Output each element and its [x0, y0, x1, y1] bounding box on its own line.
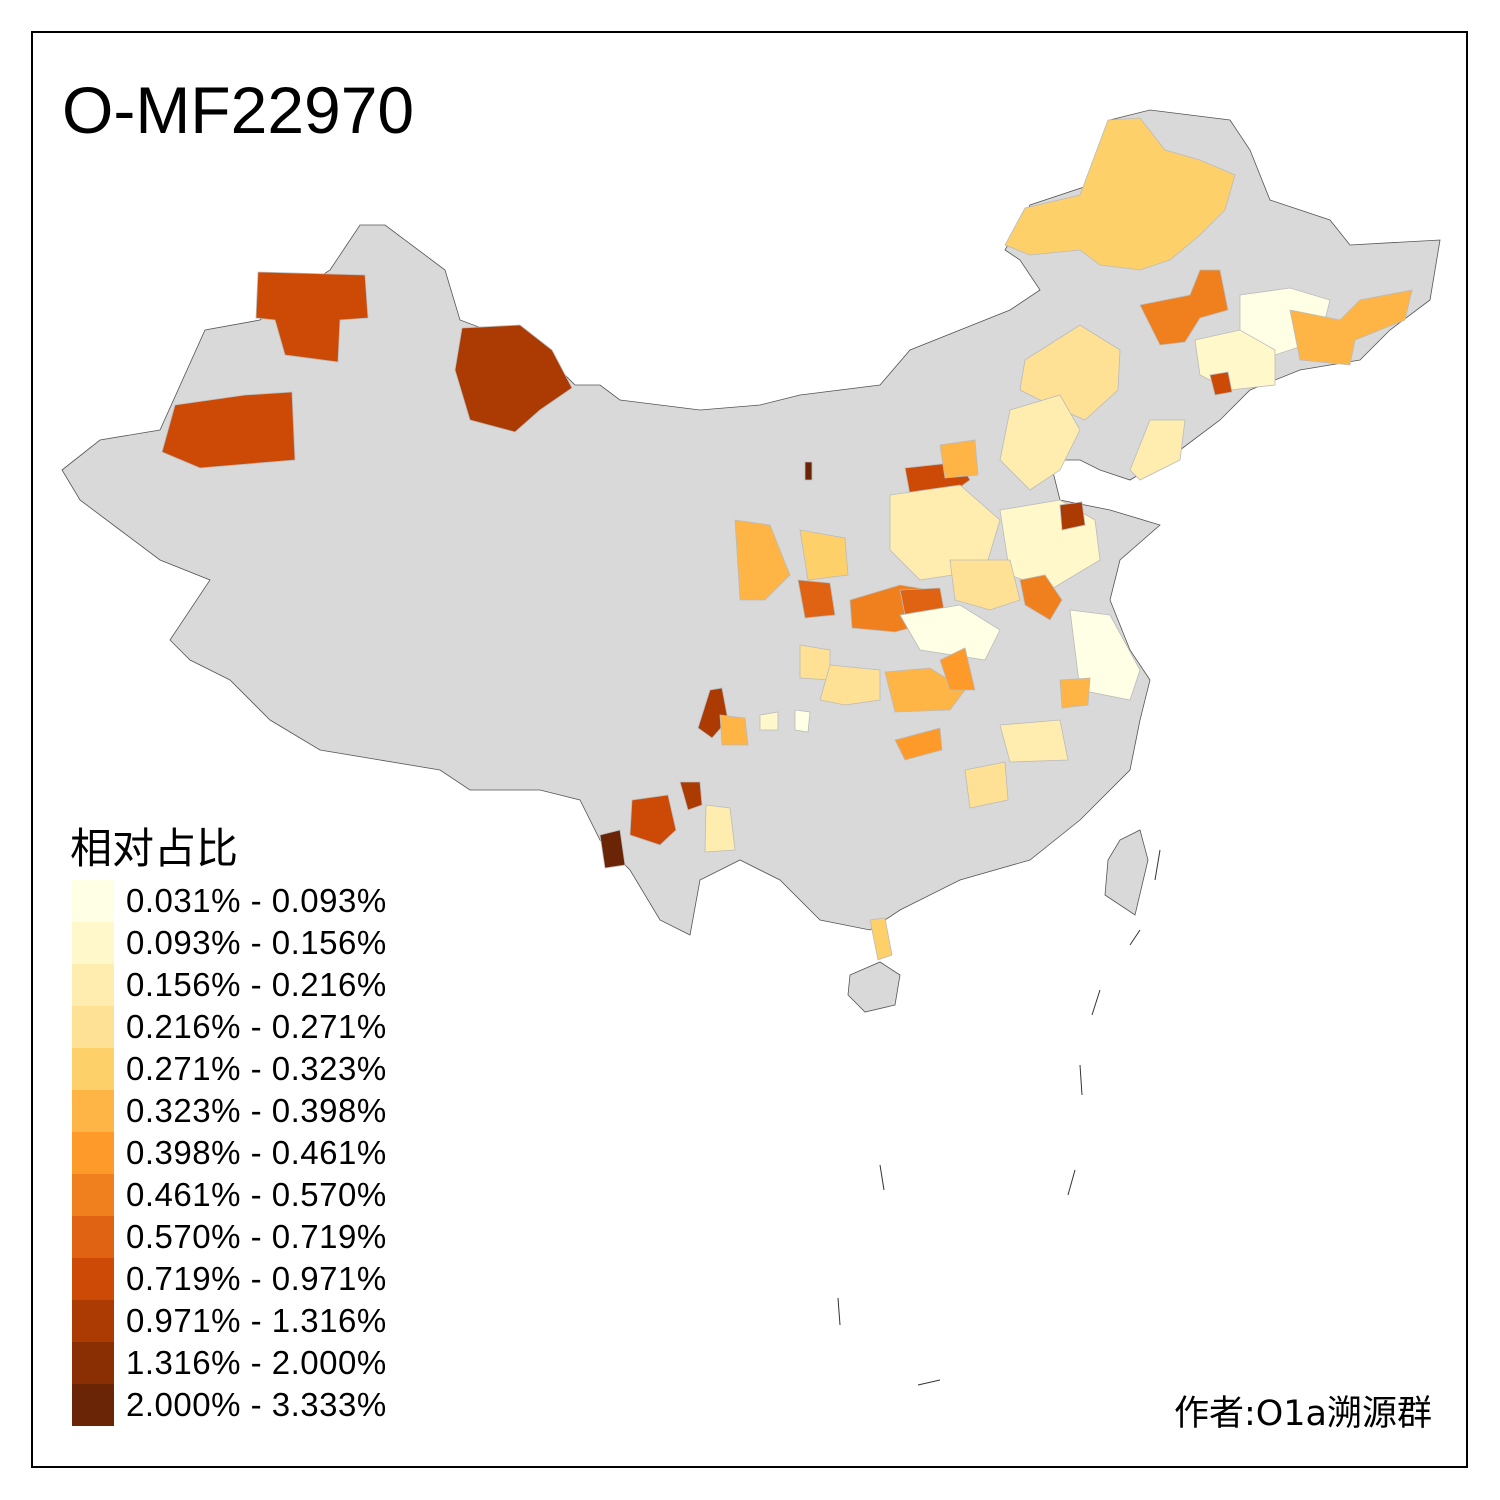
legend-label: 0.398% - 0.461%	[126, 1134, 387, 1171]
region-3	[949, 559, 1021, 611]
sea-boundary-line	[917, 1379, 941, 1386]
legend-label: 0.461% - 0.570%	[126, 1176, 387, 1213]
region-1	[759, 711, 779, 731]
region-9	[629, 794, 677, 846]
legend-item: 0.971% - 1.316%	[72, 1300, 387, 1342]
legend-item: 0.216% - 0.271%	[72, 1006, 387, 1048]
region-5	[884, 667, 966, 713]
sea-boundary-line	[879, 1164, 885, 1191]
region-5	[719, 714, 749, 746]
legend: 0.031% - 0.093% 0.093% - 0.156% 0.156% - 0…	[72, 880, 387, 1426]
legend-swatch	[72, 964, 114, 1006]
legend-item: 0.271% - 0.323%	[72, 1048, 387, 1090]
legend-swatch	[72, 1384, 114, 1426]
region-5	[1059, 677, 1091, 709]
region-0	[794, 709, 811, 733]
region-6	[894, 727, 943, 761]
region-3	[819, 664, 881, 706]
region-0	[899, 604, 1001, 661]
legend-swatch	[72, 922, 114, 964]
legend-label: 0.093% - 0.156%	[126, 924, 387, 961]
region-10	[1059, 501, 1086, 531]
legend-swatch	[72, 1006, 114, 1048]
region-7	[1019, 574, 1063, 621]
legend-label: 0.570% - 0.719%	[126, 1218, 387, 1255]
legend-swatch	[72, 880, 114, 922]
region-7	[1139, 269, 1229, 346]
sea-boundary-line	[1091, 989, 1101, 1016]
sea-boundary-line	[1154, 849, 1161, 881]
legend-swatch	[72, 1258, 114, 1300]
legend-swatch	[72, 1090, 114, 1132]
sea-boundary-line	[1079, 1064, 1083, 1096]
legend-label: 0.031% - 0.093%	[126, 882, 387, 919]
legend-item: 1.316% - 2.000%	[72, 1342, 387, 1384]
region-5	[939, 439, 979, 479]
legend-item: 0.570% - 0.719%	[72, 1216, 387, 1258]
legend-label: 0.719% - 0.971%	[126, 1260, 387, 1297]
region-9	[1209, 371, 1233, 396]
legend-swatch	[72, 1174, 114, 1216]
region-9	[161, 391, 296, 469]
region-3	[964, 761, 1009, 809]
legend-item: 0.031% - 0.093%	[72, 880, 387, 922]
legend-item: 0.461% - 0.570%	[72, 1174, 387, 1216]
region-0	[1069, 609, 1141, 701]
legend-label: 0.216% - 0.271%	[126, 1008, 387, 1045]
legend-item: 0.156% - 0.216%	[72, 964, 387, 1006]
region-3	[799, 644, 831, 681]
legend-label: 0.271% - 0.323%	[126, 1050, 387, 1087]
region-10	[679, 781, 703, 811]
legend-swatch	[72, 1342, 114, 1384]
map-frame	[31, 31, 1468, 1468]
legend-swatch	[72, 1048, 114, 1090]
region-2	[999, 719, 1069, 763]
region-6	[939, 647, 976, 691]
sea-boundary-line	[1067, 1169, 1076, 1196]
region-12	[804, 461, 813, 481]
region-4	[799, 529, 849, 581]
region-2	[999, 394, 1081, 491]
taiwan-island	[1104, 829, 1149, 916]
region-12	[599, 829, 626, 869]
legend-label: 2.000% - 3.333%	[126, 1386, 387, 1423]
author-credit: 作者:O1a溯源群	[1173, 1394, 1432, 1434]
region-4	[1004, 117, 1236, 271]
legend-item: 2.000% - 3.333%	[72, 1384, 387, 1426]
region-10	[454, 324, 573, 433]
legend-title: 相对占比	[70, 824, 239, 873]
sea-boundary-line	[1129, 929, 1141, 946]
region-4	[869, 917, 893, 961]
legend-swatch	[72, 1132, 114, 1174]
region-5	[734, 519, 791, 601]
legend-label: 0.156% - 0.216%	[126, 966, 387, 1003]
legend-label: 1.316% - 2.000%	[126, 1344, 387, 1381]
region-3	[1019, 324, 1121, 421]
region-8	[797, 579, 836, 619]
legend-swatch	[72, 1216, 114, 1258]
legend-swatch	[72, 1300, 114, 1342]
sea-boundary-line	[837, 1297, 841, 1326]
legend-item: 0.093% - 0.156%	[72, 922, 387, 964]
legend-label: 0.971% - 1.316%	[126, 1302, 387, 1339]
legend-item: 0.719% - 0.971%	[72, 1258, 387, 1300]
legend-item: 0.323% - 0.398%	[72, 1090, 387, 1132]
hainan-island	[847, 961, 901, 1013]
region-9	[255, 271, 369, 363]
map-title: O-MF22970	[62, 73, 415, 147]
region-5	[1289, 289, 1413, 366]
region-2	[704, 804, 736, 853]
legend-label: 0.323% - 0.398%	[126, 1092, 387, 1129]
region-2	[1129, 419, 1186, 481]
legend-item: 0.398% - 0.461%	[72, 1132, 387, 1174]
